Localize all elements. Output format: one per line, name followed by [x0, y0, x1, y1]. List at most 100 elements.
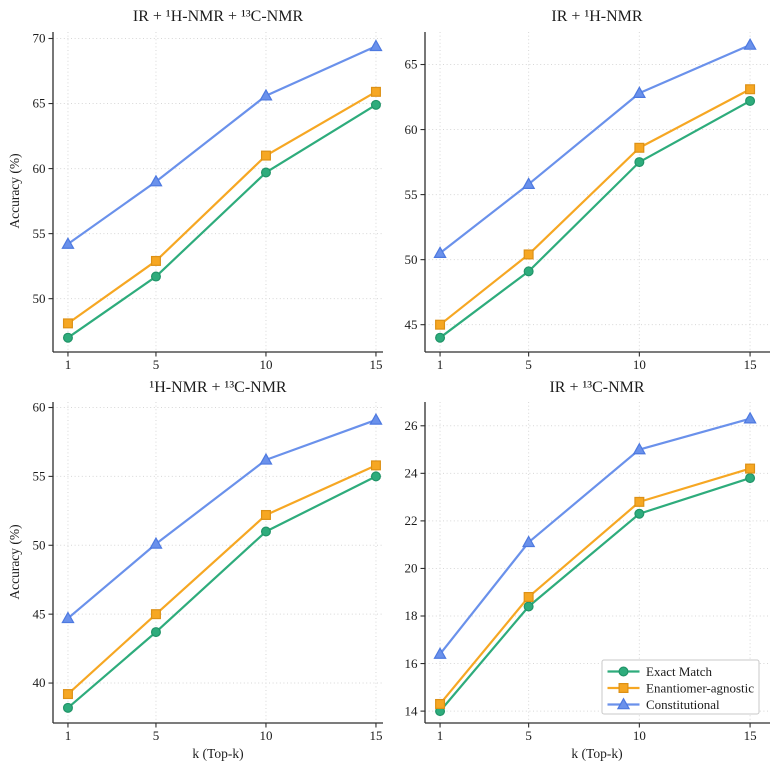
x-tick-label: 5 — [525, 728, 532, 743]
series-line-enantiomer-agnostic — [438, 88, 752, 326]
x-tick-label: 15 — [369, 728, 382, 743]
x-tick-label: 10 — [633, 728, 646, 743]
marker-enantiomer-agnostic — [62, 318, 73, 329]
marker-enantiomer-agnostic — [523, 249, 534, 260]
marker-exact-match — [370, 471, 381, 482]
marker-enantiomer-agnostic — [370, 460, 381, 471]
series-line-exact-match — [66, 475, 378, 709]
marker-exact-match — [634, 508, 645, 519]
marker-enantiomer-agnostic — [370, 86, 381, 97]
series-line-constitutional — [66, 45, 378, 246]
marker-enantiomer-agnostic — [634, 142, 645, 153]
marker-enantiomer-agnostic — [634, 496, 645, 507]
legend-marker-constitutional — [616, 697, 631, 710]
x-tick-label: 5 — [525, 357, 532, 372]
marker-enantiomer-agnostic — [150, 255, 161, 266]
x-tick-label: 1 — [437, 728, 444, 743]
series-line-enantiomer-agnostic — [66, 90, 378, 325]
y-tick-label: 60 — [33, 400, 46, 415]
y-tick-label: 55 — [33, 469, 46, 484]
x-tick-label: 15 — [369, 357, 382, 372]
series-line-exact-match — [438, 476, 752, 713]
marker-exact-match — [150, 627, 161, 638]
marker-enantiomer-agnostic — [435, 319, 446, 330]
series-line-constitutional — [438, 43, 752, 255]
y-tick-label: 60 — [33, 161, 46, 176]
marker-exact-match — [150, 271, 161, 282]
marker-enantiomer-agnostic — [260, 150, 271, 161]
y-tick-label: 50 — [33, 537, 46, 552]
marker-enantiomer-agnostic — [745, 463, 756, 474]
y-tick-label: 26 — [405, 418, 419, 433]
y-tick-label: 60 — [405, 122, 418, 137]
y-tick-label: 22 — [405, 513, 418, 528]
x-tick-label: 1 — [65, 357, 72, 372]
series-line-constitutional — [66, 418, 378, 620]
y-tick-label: 65 — [405, 57, 418, 72]
marker-constitutional — [61, 611, 75, 624]
y-tick-label: 18 — [405, 608, 418, 623]
y-tick-label: 45 — [405, 317, 418, 332]
legend-item-label: Constitutional — [646, 697, 720, 712]
legend: Exact Match Enantiomer-agnosticConstituti… — [601, 659, 760, 715]
marker-exact-match — [62, 332, 73, 343]
series-line-enantiomer-agnostic — [66, 464, 378, 696]
marker-exact-match — [370, 99, 381, 110]
subplot-title-ir-1h: IR + ¹H-NMR — [551, 8, 643, 25]
subplot-title-ir-1h-13c: IR + ¹H-NMR + ¹³C-NMR — [132, 8, 304, 25]
marker-constitutional — [522, 177, 536, 189]
marker-constitutional — [743, 37, 757, 50]
marker-constitutional — [632, 442, 646, 455]
legend-box — [601, 659, 760, 715]
marker-constitutional — [149, 536, 163, 549]
series-line-exact-match — [438, 99, 752, 339]
subplot-title-1h-13c: ¹H-NMR + ¹³C-NMR — [149, 379, 287, 396]
marker-constitutional — [522, 535, 536, 548]
y-tick-label: 24 — [405, 466, 419, 481]
y-tick-label: 14 — [405, 703, 419, 718]
marker-exact-match — [435, 332, 446, 343]
legend-item-label: Exact Match — [646, 664, 713, 679]
x-axis-label-bottom-right: k (Top-k) — [571, 746, 623, 761]
y-tick-label: 45 — [33, 606, 46, 621]
marker-constitutional — [369, 39, 383, 52]
marker-exact-match — [745, 95, 756, 106]
marker-constitutional — [433, 647, 447, 659]
x-axis-label-bottom-left: k (Top-k) — [192, 746, 244, 761]
y-tick-label: 55 — [405, 187, 418, 202]
x-tick-label: 15 — [744, 728, 757, 743]
marker-constitutional — [433, 246, 447, 258]
marker-exact-match — [260, 526, 271, 537]
x-tick-label: 10 — [259, 357, 272, 372]
y-axis-label-top-left: Accuracy (%) — [7, 153, 22, 229]
x-tick-label: 10 — [633, 357, 646, 372]
series-line-constitutional — [438, 417, 752, 656]
marker-exact-match — [745, 473, 756, 484]
marker-enantiomer-agnostic — [150, 609, 161, 620]
marker-exact-match — [62, 702, 73, 713]
legend-item-label: Enantiomer-agnostic — [646, 681, 754, 696]
x-tick-label: 5 — [153, 357, 160, 372]
marker-constitutional — [149, 174, 163, 187]
x-tick-label: 15 — [744, 357, 757, 372]
marker-constitutional — [632, 86, 646, 98]
y-tick-label: 40 — [33, 675, 46, 690]
marker-enantiomer-agnostic — [260, 509, 271, 520]
marker-exact-match — [634, 157, 645, 168]
y-tick-label: 16 — [405, 656, 419, 671]
x-tick-label: 1 — [65, 728, 72, 743]
y-tick-label: 50 — [405, 252, 418, 267]
marker-constitutional — [743, 411, 757, 424]
marker-enantiomer-agnostic — [523, 591, 534, 602]
marker-enantiomer-agnostic — [745, 84, 756, 95]
marker-constitutional — [61, 237, 75, 249]
y-tick-label: 70 — [33, 31, 46, 46]
marker-enantiomer-agnostic — [62, 689, 73, 700]
series-line-exact-match — [66, 103, 378, 339]
